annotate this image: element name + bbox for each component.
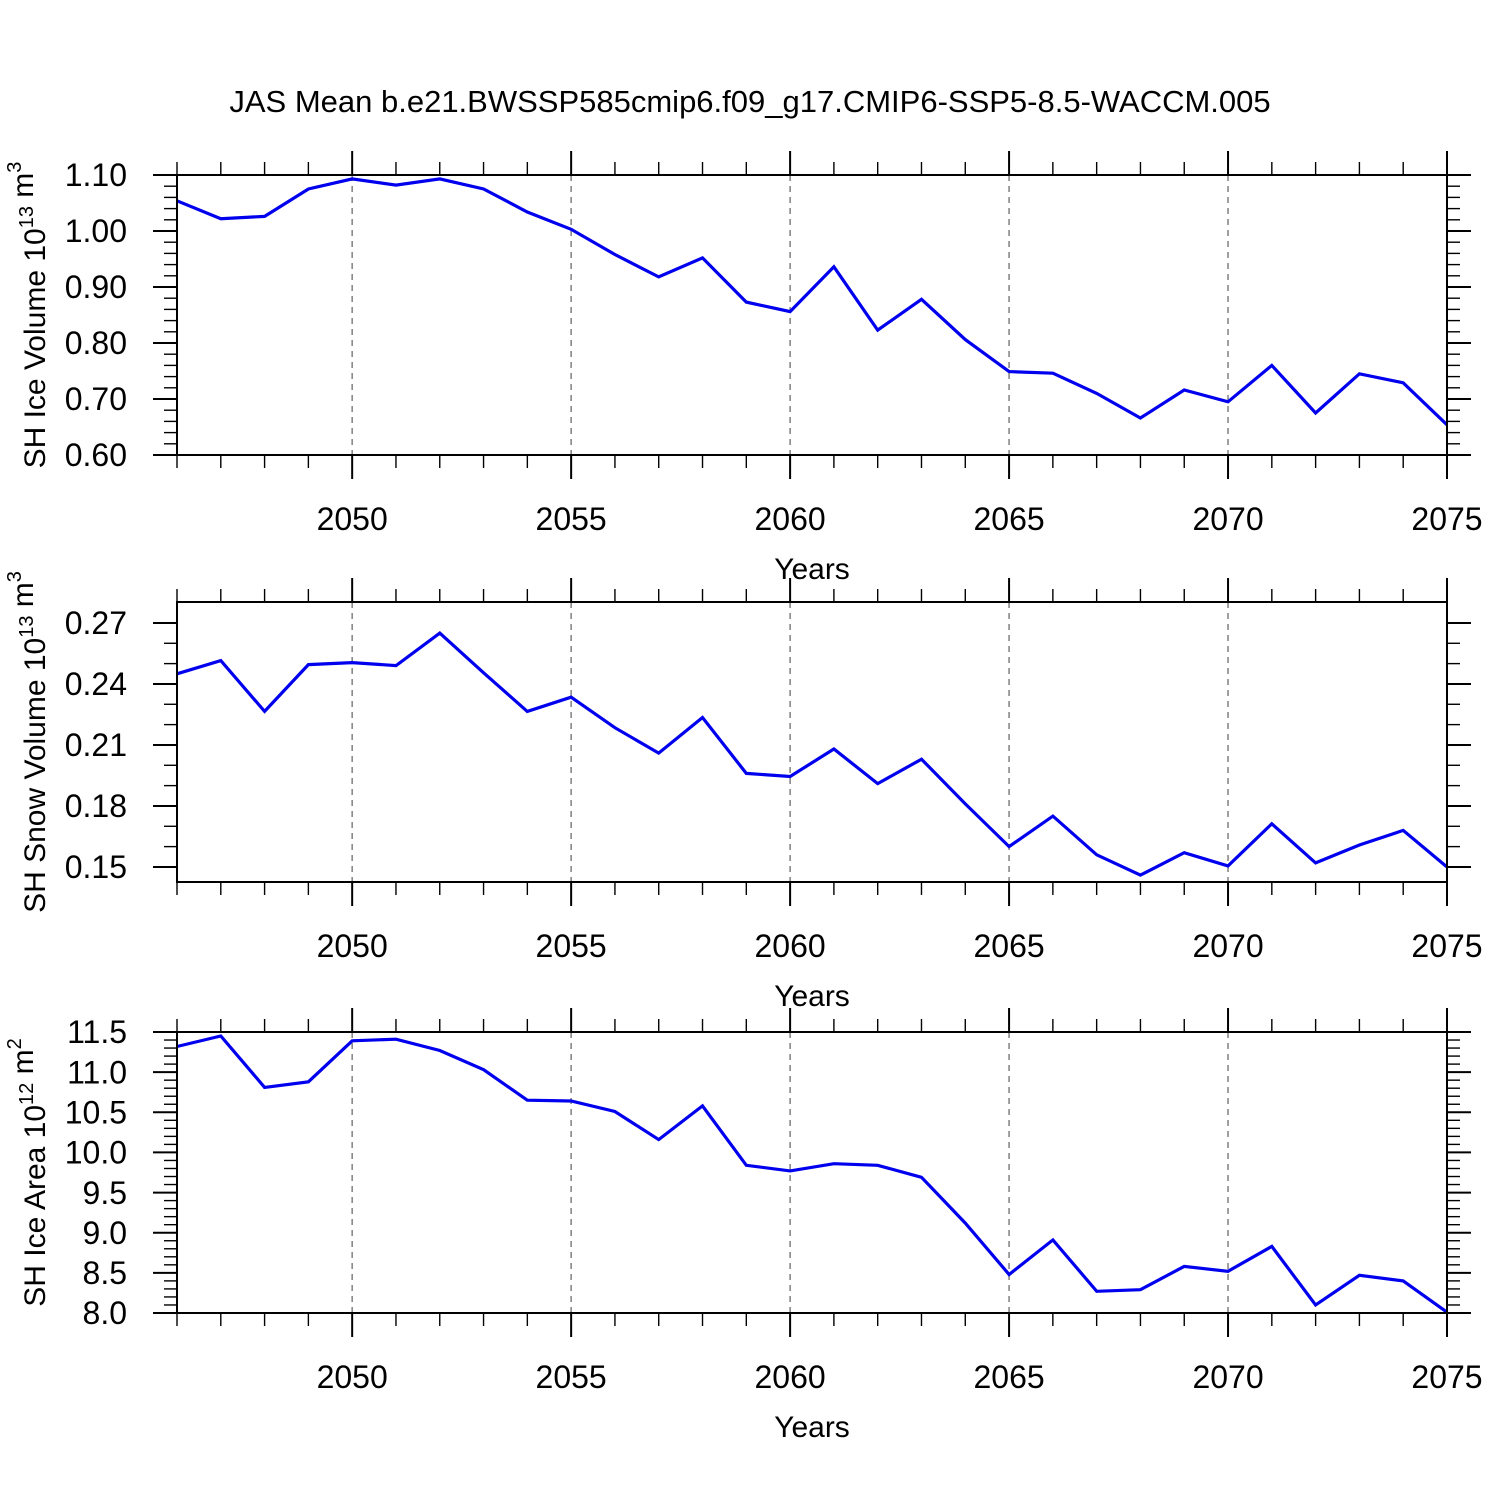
y-ticks [153,174,1471,456]
x-tick-label-2065: 2065 [973,501,1044,537]
y-axis-title: SH Ice Area 1012 m2 [4,1038,52,1307]
y-tick-label: 11.0 [67,1054,127,1090]
x-axis-title: Years [774,980,850,1013]
chart-panel-sh-snow-volume: 2050 2055 2060 2065 2070 2075 0.15 0.18 0.21 0.24… [4,571,1483,1013]
x-tick-label-2075: 2075 [1411,1359,1482,1395]
y-ticks [153,1031,1471,1314]
superscript: 3 [4,162,26,173]
x-ticks [176,1008,1448,1337]
y-axis-title: SH Ice Volume 1013 m3 [4,162,52,469]
y-tick-label: 9.5 [83,1175,127,1211]
y-tick-label: 1.00 [65,213,127,249]
label-text: SH Ice Volume 10 [19,228,52,468]
x-tick-label-2055: 2055 [536,1359,607,1395]
y-tick-label: 11.5 [67,1014,127,1050]
x-tick-label-2060: 2060 [755,1359,826,1395]
y-tick-label: 9.0 [83,1215,127,1251]
data-line-sh-snow-volume [176,631,1449,877]
superscript: 13 [16,616,38,638]
y-tick-label: 0.18 [65,788,127,824]
x-ticks [176,151,1448,479]
x-tick-label-2050: 2050 [317,1359,388,1395]
y-tick-label: 0.60 [65,437,127,473]
y-tick-label: 0.21 [65,727,127,763]
label-text: SH Ice Area 10 [19,1105,52,1307]
label-text: m [7,582,40,615]
x-axis-title: Years [774,553,850,586]
data-line-sh-ice-volume [176,177,1449,426]
y-tick-label: 10.5 [65,1094,127,1130]
x-ticks [176,578,1448,906]
y-tick-label: 0.70 [65,381,127,417]
plot-frame [176,1031,1448,1314]
x-tick-label-2070: 2070 [1192,928,1263,964]
x-tick-label-2070: 2070 [1192,501,1263,537]
x-tick-label-2065: 2065 [973,928,1044,964]
x-axis-title: Years [774,1411,850,1444]
x-tick-label-2060: 2060 [755,928,826,964]
x-tick-label-2075: 2075 [1411,501,1482,537]
x-tick-label-2065: 2065 [973,1359,1044,1395]
x-tick-label-2070: 2070 [1192,1359,1263,1395]
gridlines [351,1032,1229,1313]
x-tick-label-2055: 2055 [536,501,607,537]
label-text: m [7,173,40,206]
y-tick-label: 8.0 [83,1295,127,1331]
gridlines [351,602,1229,882]
y-ticks [153,621,1471,868]
y-tick-label: 1.10 [65,157,127,193]
label-text: m [7,1049,40,1082]
superscript: 3 [4,571,26,582]
chart-panel-sh-ice-volume: 2050 2055 2060 2065 2070 2075 0.60 0.70 0.80 0.90… [4,151,1483,586]
label-text: SH Snow Volume 10 [19,638,52,913]
plot-frame [176,601,1448,883]
data-line-sh-ice-area [176,1034,1448,1314]
chart-panel-sh-ice-area: 2050 2055 2060 2065 2070 2075 8.0 8.5 9.0 9.5 10.0… [4,1008,1483,1444]
y-tick-label: 0.80 [65,325,127,361]
y-tick-label: 0.90 [65,269,127,305]
y-tick-label: 0.15 [65,849,127,885]
superscript: 13 [16,206,38,228]
x-tick-label-2050: 2050 [317,501,388,537]
x-tick-label-2050: 2050 [317,928,388,964]
x-tick-label-2055: 2055 [536,928,607,964]
plot-frame [176,174,1448,456]
y-tick-label: 0.24 [65,666,127,702]
y-axis-title: SH Snow Volume 1013 m3 [4,571,52,913]
y-tick-label: 10.0 [65,1135,127,1171]
figure-title: JAS Mean b.e21.BWSSP585cmip6.f09_g17.CMI… [229,84,1271,119]
x-tick-label-2075: 2075 [1411,928,1482,964]
x-tick-label-2060: 2060 [755,501,826,537]
gridlines [351,175,1229,455]
superscript: 2 [4,1038,26,1049]
y-tick-label: 0.27 [65,605,127,641]
y-tick-label: 8.5 [83,1255,127,1291]
superscript: 12 [16,1083,38,1105]
